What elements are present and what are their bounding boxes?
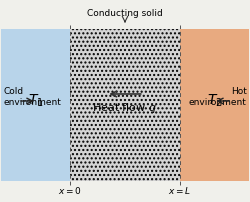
- Bar: [180, 29, 249, 181]
- Text: Cold
environment: Cold environment: [3, 87, 61, 107]
- Text: Hot
environment: Hot environment: [189, 87, 247, 107]
- Bar: [70, 29, 180, 181]
- Text: Conducting solid: Conducting solid: [87, 9, 163, 18]
- Text: Heat flow $q$: Heat flow $q$: [92, 101, 158, 115]
- Text: $T_2$: $T_2$: [207, 93, 222, 109]
- Text: $T_1$: $T_1$: [28, 93, 43, 109]
- Bar: [1, 29, 70, 181]
- Text: $x = L$: $x = L$: [168, 185, 191, 196]
- Text: $x = 0$: $x = 0$: [58, 185, 82, 196]
